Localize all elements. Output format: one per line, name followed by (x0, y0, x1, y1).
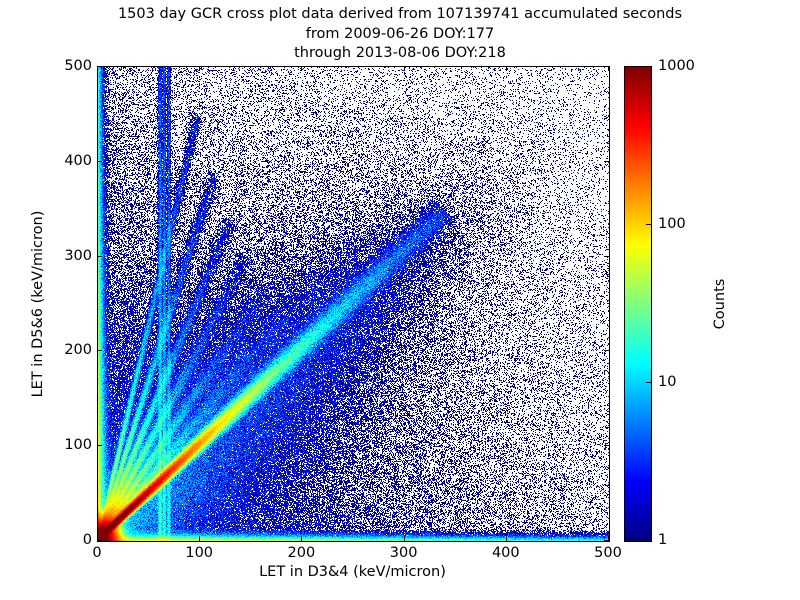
x-tick-mark (301, 536, 302, 541)
y-tick-mark (97, 540, 102, 541)
y-tick-mark (604, 66, 609, 67)
colorbar-tick-label: 1000 (658, 58, 695, 74)
x-tick-mark (506, 536, 507, 541)
y-tick-label: 400 (64, 152, 92, 169)
colorbar (624, 66, 652, 542)
y-tick-label-group: 0 100 200 300 400 500 (40, 0, 92, 600)
y-tick-label: 0 (82, 532, 92, 548)
colorbar-label: Counts (712, 278, 728, 330)
x-tick-mark (199, 66, 200, 71)
y-tick-mark (97, 256, 102, 257)
x-tick-mark (506, 66, 507, 71)
y-tick-label: 100 (64, 437, 92, 454)
x-tick-label: 500 (594, 545, 622, 561)
density-heatmap (98, 67, 609, 541)
y-tick-mark (97, 66, 102, 67)
y-tick-mark (604, 445, 609, 446)
colorbar-tick-label: 100 (658, 216, 686, 232)
x-tick-mark (97, 66, 98, 71)
y-tick-mark (604, 256, 609, 257)
figure-title-line-2: from 2009-06-26 DOY:177 (305, 26, 495, 42)
figure-title-line-1: 1503 day GCR cross plot data derived fro… (117, 6, 683, 22)
colorbar-tick-mark (646, 382, 651, 383)
x-axis-label: LET in D3&4 (keV/micron) (259, 564, 446, 580)
y-tick-mark (604, 161, 609, 162)
x-tick-mark (404, 66, 405, 71)
x-tick-mark (199, 536, 200, 541)
y-tick-label: 500 (64, 58, 92, 74)
y-tick-mark (97, 445, 102, 446)
x-tick-label: 0 (92, 545, 102, 561)
colorbar-gradient (625, 67, 651, 541)
colorbar-tick-label: 1 (658, 532, 668, 548)
x-tick-label: 100 (185, 545, 214, 561)
x-tick-label: 400 (491, 545, 520, 561)
y-tick-mark (604, 350, 609, 351)
x-tick-mark (608, 536, 609, 541)
plot-axes-area (97, 66, 610, 542)
y-tick-label: 300 (64, 247, 92, 264)
y-tick-mark (97, 161, 102, 162)
x-tick-label: 300 (389, 545, 418, 561)
x-tick-mark (404, 536, 405, 541)
colorbar-tick-label: 10 (658, 374, 677, 390)
x-tick-mark (608, 66, 609, 71)
y-tick-mark (604, 540, 609, 541)
x-tick-mark (97, 536, 98, 541)
x-tick-label: 200 (287, 545, 316, 561)
x-tick-label-group: 0 100 200 300 400 500 (0, 546, 800, 566)
figure-title-line-3: through 2013-08-06 DOY:218 (294, 45, 506, 61)
y-tick-mark (97, 350, 102, 351)
y-tick-label: 200 (64, 342, 92, 359)
x-tick-mark (301, 66, 302, 71)
colorbar-tick-mark (646, 224, 651, 225)
y-axis-label: LET in D5&6 (keV/micron) (30, 210, 46, 398)
